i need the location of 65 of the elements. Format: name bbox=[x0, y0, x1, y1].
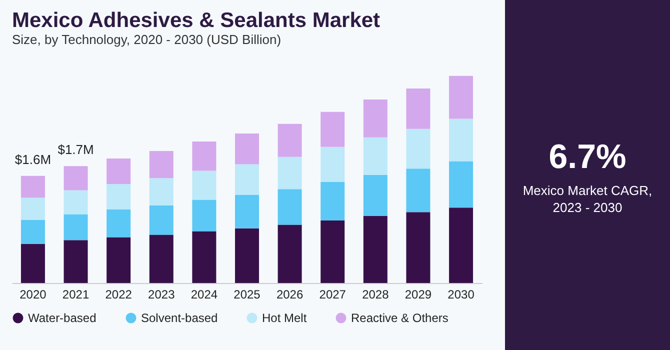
bar bbox=[235, 228, 259, 283]
bar bbox=[149, 234, 174, 283]
legend-label: Reactive & Others bbox=[351, 311, 448, 325]
bar bbox=[363, 137, 388, 175]
x-tick-label: 2026 bbox=[276, 288, 304, 302]
bar bbox=[192, 142, 216, 171]
x-tick-label: 2022 bbox=[105, 288, 132, 302]
bar bbox=[363, 99, 388, 138]
bar bbox=[449, 208, 474, 283]
annotation: $1.6M bbox=[14, 152, 52, 167]
chart-subtitle: Size, by Technology, 2020 - 2030 (USD Billion) bbox=[12, 32, 282, 47]
bar bbox=[406, 168, 430, 212]
bar bbox=[235, 133, 259, 164]
bar bbox=[363, 174, 388, 216]
x-tick-label: 2023 bbox=[148, 288, 176, 302]
bar bbox=[278, 224, 302, 283]
bar bbox=[235, 164, 259, 195]
x-tick-label: 2028 bbox=[362, 288, 390, 302]
bar bbox=[20, 244, 45, 283]
legend-label: Hot Melt bbox=[262, 311, 308, 325]
bar bbox=[106, 209, 131, 238]
bar bbox=[149, 151, 174, 178]
bar bbox=[320, 220, 345, 283]
bar bbox=[64, 240, 88, 283]
bar bbox=[278, 189, 302, 225]
bar bbox=[20, 220, 45, 244]
bar bbox=[320, 146, 345, 182]
legend-label: Solvent-based bbox=[141, 311, 218, 325]
x-tick-label: 2025 bbox=[234, 288, 261, 302]
bar bbox=[278, 124, 302, 157]
text: Mexico Market CAGR, 2023 - 2030 bbox=[522, 182, 654, 216]
bar bbox=[449, 161, 474, 208]
x-tick-label: 2029 bbox=[404, 288, 432, 302]
bar bbox=[149, 178, 174, 206]
legend-label: Water-based bbox=[28, 311, 96, 325]
bar bbox=[278, 156, 302, 190]
bar bbox=[20, 198, 45, 220]
bar bbox=[149, 206, 174, 235]
bar bbox=[406, 212, 430, 283]
bar bbox=[106, 184, 131, 210]
text: 6.7% bbox=[548, 138, 628, 177]
chart-title: Mexico Adhesives & Sealants Market bbox=[12, 9, 380, 32]
annotation: $1.7M bbox=[58, 142, 94, 158]
bar bbox=[363, 216, 388, 283]
bar bbox=[106, 237, 131, 283]
bar bbox=[320, 112, 345, 147]
bar bbox=[449, 118, 474, 162]
x-tick-label: 2027 bbox=[319, 288, 346, 302]
bar bbox=[320, 182, 345, 220]
bar bbox=[64, 190, 88, 214]
bar bbox=[106, 158, 131, 184]
bar bbox=[449, 76, 474, 119]
x-tick-label: 2021 bbox=[62, 288, 90, 302]
bar bbox=[192, 231, 216, 283]
bar bbox=[192, 170, 216, 200]
bar bbox=[20, 176, 45, 198]
bar bbox=[192, 200, 216, 232]
x-tick-label: 2024 bbox=[190, 288, 218, 302]
bar bbox=[64, 214, 88, 240]
bar bbox=[64, 166, 88, 190]
bar bbox=[235, 194, 259, 228]
bar bbox=[406, 128, 430, 169]
bar bbox=[406, 88, 430, 129]
x-tick-label: 2020 bbox=[20, 288, 47, 302]
x-tick-label: 2030 bbox=[448, 288, 475, 302]
